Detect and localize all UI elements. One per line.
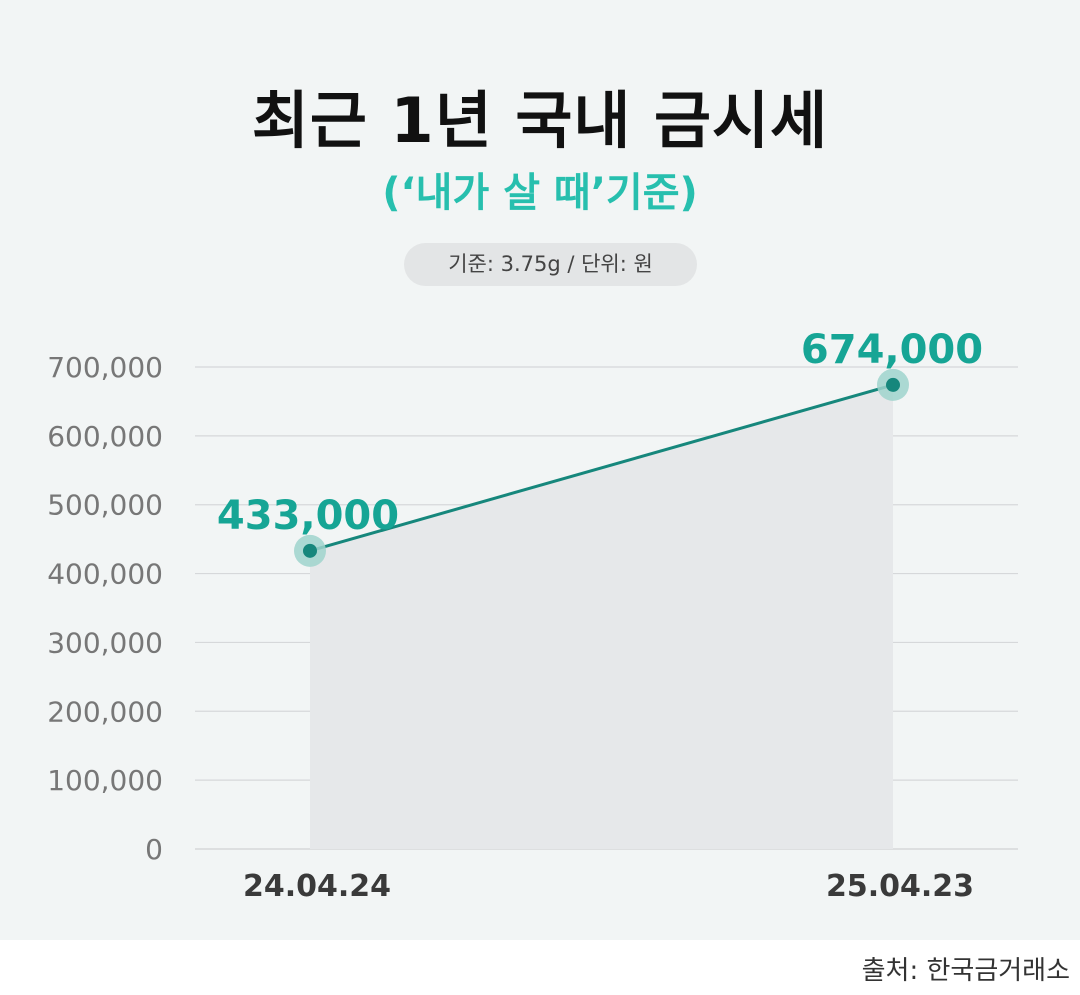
y-tick-label: 500,000: [47, 489, 163, 522]
y-tick-label: 400,000: [47, 558, 163, 591]
series-line: [309, 383, 894, 553]
gold-price-line-chart: 0 100,000 200,000 300,000 400,000 500,000 600,…: [47, 327, 1018, 904]
data-label: 674,000: [801, 327, 983, 373]
unit-badge: 기준: 3.75g / 단위: 원: [404, 243, 697, 286]
series-line-path: [309, 383, 894, 553]
x-tick-label: 25.04.23: [826, 869, 974, 904]
data-labels: 433,000 674,000: [217, 327, 983, 539]
data-points: [294, 368, 909, 567]
chart-panel: 최근 1년 국내 금시세 (‘내가 살 때’기준) 기준: 3.75g / 단위…: [0, 0, 1080, 940]
y-tick-label: 300,000: [47, 626, 163, 659]
page-subtitle: (‘내가 살 때’기준): [382, 170, 698, 216]
y-axis-ticks: 0 100,000 200,000 300,000 400,000 500,000 600,…: [47, 351, 163, 866]
area-fill: [310, 384, 893, 849]
y-tick-label: 700,000: [47, 351, 163, 384]
y-tick-label: 0: [145, 833, 163, 866]
data-point: [886, 377, 900, 392]
source-note: 출처: 한국금거래소: [861, 956, 1070, 986]
area-shape: [310, 384, 893, 849]
y-tick-label: 600,000: [47, 420, 163, 453]
y-tick-label: 200,000: [47, 695, 163, 728]
data-point: [303, 543, 317, 558]
x-axis-ticks: 24.04.24 25.04.23: [243, 869, 974, 904]
x-tick-label: 24.04.24: [243, 869, 391, 904]
page-title: 최근 1년 국내 금시세: [251, 84, 829, 157]
y-tick-label: 100,000: [47, 764, 163, 797]
data-label: 433,000: [217, 493, 399, 539]
